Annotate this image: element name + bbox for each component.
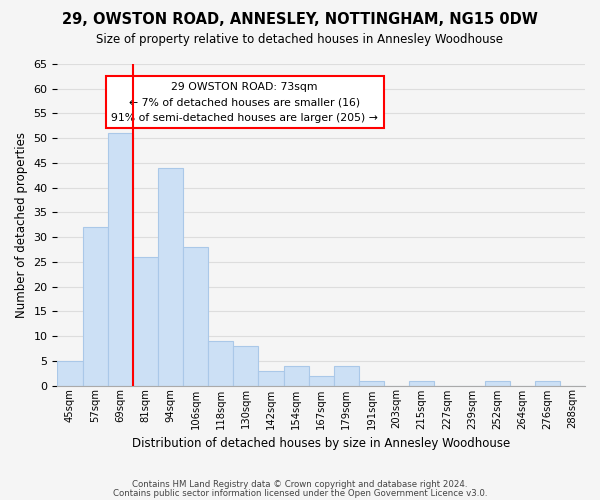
Bar	[485, 380, 509, 386]
Bar	[133, 257, 158, 386]
Text: Contains public sector information licensed under the Open Government Licence v3: Contains public sector information licen…	[113, 488, 487, 498]
Bar	[308, 376, 334, 386]
Text: Size of property relative to detached houses in Annesley Woodhouse: Size of property relative to detached ho…	[97, 32, 503, 46]
Bar	[259, 370, 284, 386]
Bar	[409, 380, 434, 386]
Bar	[107, 133, 133, 386]
Bar	[83, 227, 107, 386]
Bar	[58, 361, 83, 386]
Bar	[334, 366, 359, 386]
X-axis label: Distribution of detached houses by size in Annesley Woodhouse: Distribution of detached houses by size …	[132, 437, 511, 450]
Y-axis label: Number of detached properties: Number of detached properties	[15, 132, 28, 318]
Bar	[535, 380, 560, 386]
Text: Contains HM Land Registry data © Crown copyright and database right 2024.: Contains HM Land Registry data © Crown c…	[132, 480, 468, 489]
Bar	[359, 380, 384, 386]
Bar	[208, 341, 233, 386]
Text: 29 OWSTON ROAD: 73sqm
← 7% of detached houses are smaller (16)
91% of semi-detac: 29 OWSTON ROAD: 73sqm ← 7% of detached h…	[111, 82, 378, 123]
Bar	[183, 247, 208, 386]
Bar	[284, 366, 308, 386]
Text: 29, OWSTON ROAD, ANNESLEY, NOTTINGHAM, NG15 0DW: 29, OWSTON ROAD, ANNESLEY, NOTTINGHAM, N…	[62, 12, 538, 28]
Bar	[158, 168, 183, 386]
Bar	[233, 346, 259, 386]
